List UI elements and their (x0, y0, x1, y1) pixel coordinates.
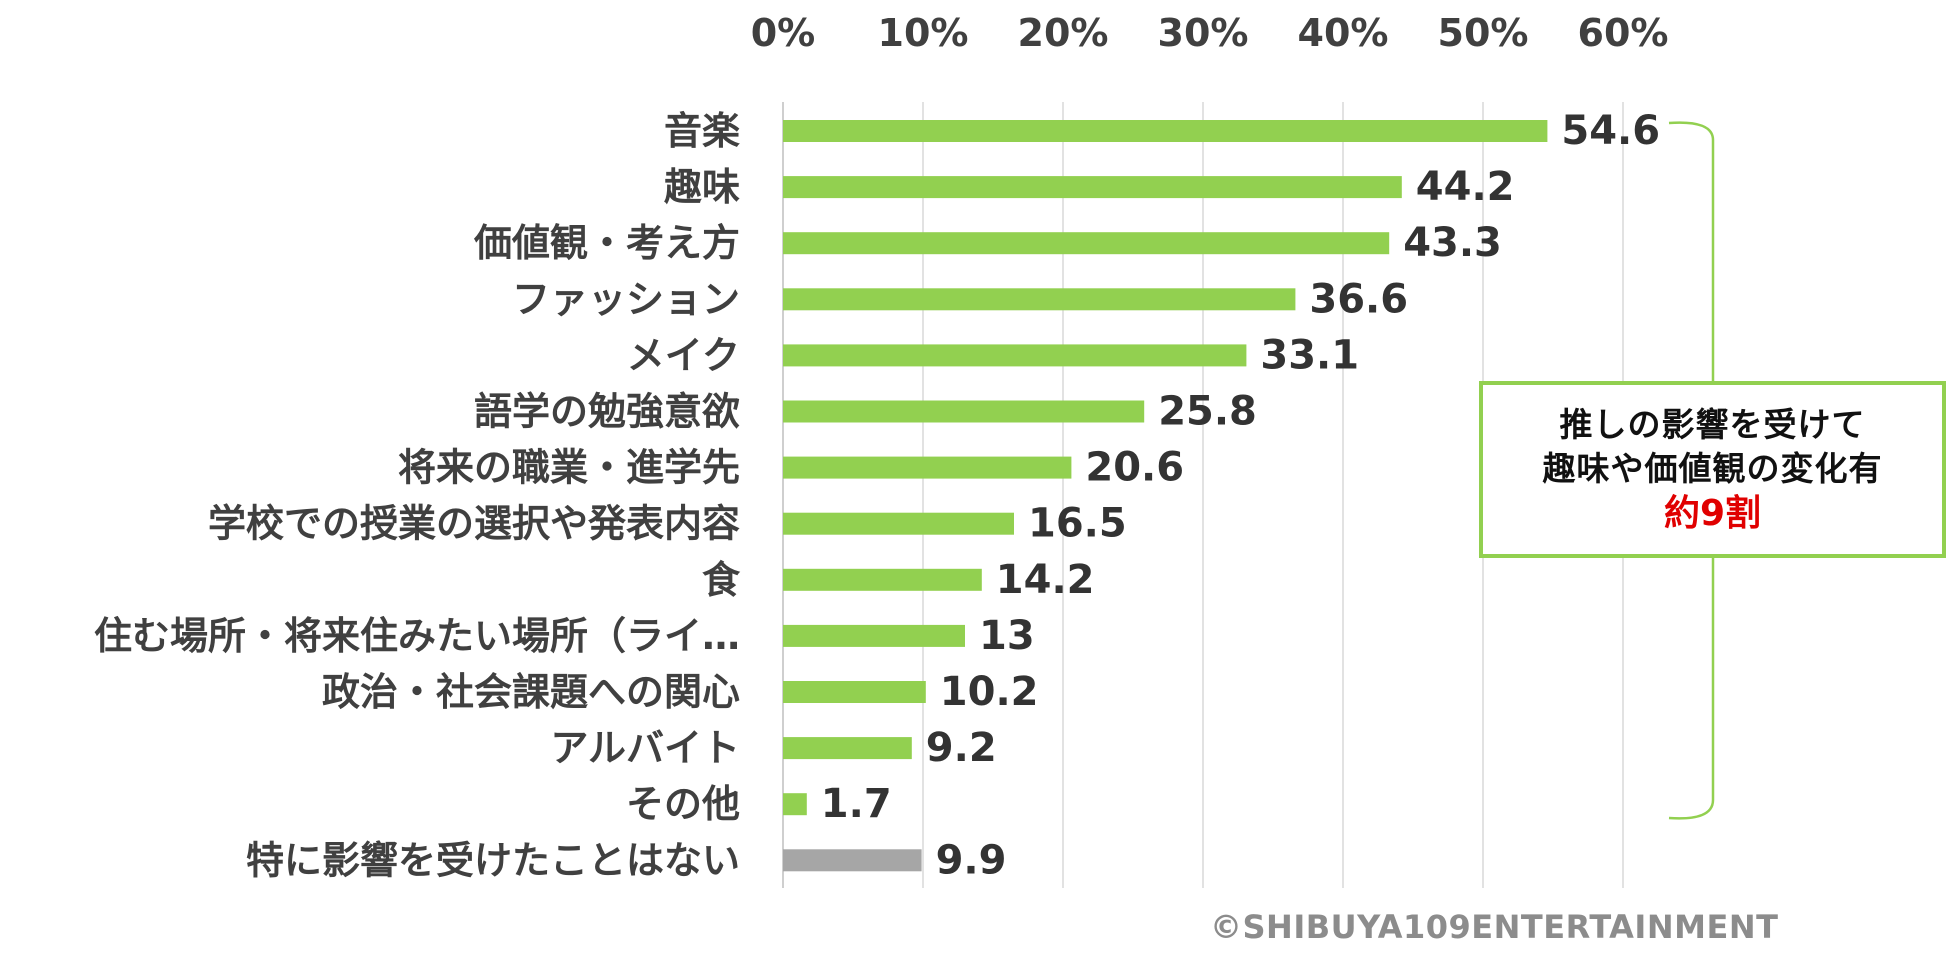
bar (783, 456, 1072, 479)
data-label: 43.3 (1403, 220, 1502, 266)
summary-callout: 推しの影響を受けて 趣味や価値観の変化有 約9割 (1479, 381, 1946, 558)
category-label: 食 (702, 558, 741, 602)
bar (783, 737, 912, 760)
value-labels: 54.6 44.2 43.3 36.6 33.125.8 20.6 16.5 14.2 13 10… (821, 108, 1660, 883)
category-label: 将来の職業・進学先 (398, 446, 740, 490)
data-label: 1.7 (821, 781, 892, 827)
bar (783, 344, 1247, 367)
data-label: 20.6 (1085, 445, 1184, 491)
bar (783, 793, 807, 816)
data-label: 10.2 (940, 669, 1039, 715)
category-label: メイク (627, 333, 740, 377)
x-tick-label: 20% (1018, 11, 1109, 55)
category-label: 趣味 (664, 165, 740, 209)
x-tick-label: 40% (1298, 11, 1389, 55)
x-tick-label: 0% (751, 11, 816, 55)
copyright-text: ©SHIBUYA109ENTERTAINMENT (1210, 908, 1779, 946)
bar (783, 120, 1548, 142)
category-label: 価値観・考え方 (473, 221, 740, 265)
category-label: 住む場所・将来住みたい場所（ライ… (94, 614, 740, 658)
x-tick-label: 50% (1438, 11, 1529, 55)
callout-highlight: 約9割 (1663, 492, 1762, 534)
category-label: 音楽 (664, 109, 740, 153)
bar (783, 624, 965, 647)
x-tick-label: 10% (878, 11, 969, 55)
callout-line-2: 趣味や価値観の変化有 (1542, 448, 1883, 488)
bar (783, 400, 1145, 423)
callout-line-1: 推しの影響を受けて (1559, 404, 1866, 444)
category-label: ファッション (512, 277, 740, 321)
category-labels: 音楽趣味価値観・考え方ファッションメイク語学の勉強意欲将来の職業・進学先学校での… (94, 109, 741, 882)
category-label: 政治・社会課題への関心 (322, 670, 740, 714)
category-label: 特に影響を受けたことはない (246, 838, 740, 882)
data-label: 13 (979, 613, 1035, 659)
bar (783, 288, 1296, 311)
bar (783, 849, 922, 872)
bar (783, 681, 926, 703)
data-label: 54.6 (1561, 108, 1660, 154)
category-label: その他 (626, 782, 740, 826)
bar (783, 568, 982, 591)
category-label: 語学の勉強意欲 (474, 390, 740, 434)
bar (783, 176, 1402, 199)
x-axis-ticks: 0% 10% 20% 30% 40% 50% 60% (751, 11, 1669, 55)
data-label: 9.2 (926, 725, 997, 771)
data-label: 9.9 (936, 837, 1007, 883)
bars (783, 120, 1548, 872)
data-label: 36.6 (1309, 276, 1408, 322)
data-label: 14.2 (996, 557, 1095, 603)
category-label: 学校での授業の選択や発表内容 (208, 502, 740, 546)
x-tick-label: 30% (1158, 11, 1249, 55)
data-label: 16.5 (1028, 501, 1127, 547)
data-label: 33.1 (1260, 332, 1359, 378)
category-label: アルバイト (550, 726, 740, 770)
data-label: 25.8 (1158, 389, 1257, 435)
x-tick-label: 60% (1578, 11, 1669, 55)
bar (783, 232, 1390, 255)
data-label: 44.2 (1416, 164, 1515, 210)
bar (783, 512, 1014, 535)
